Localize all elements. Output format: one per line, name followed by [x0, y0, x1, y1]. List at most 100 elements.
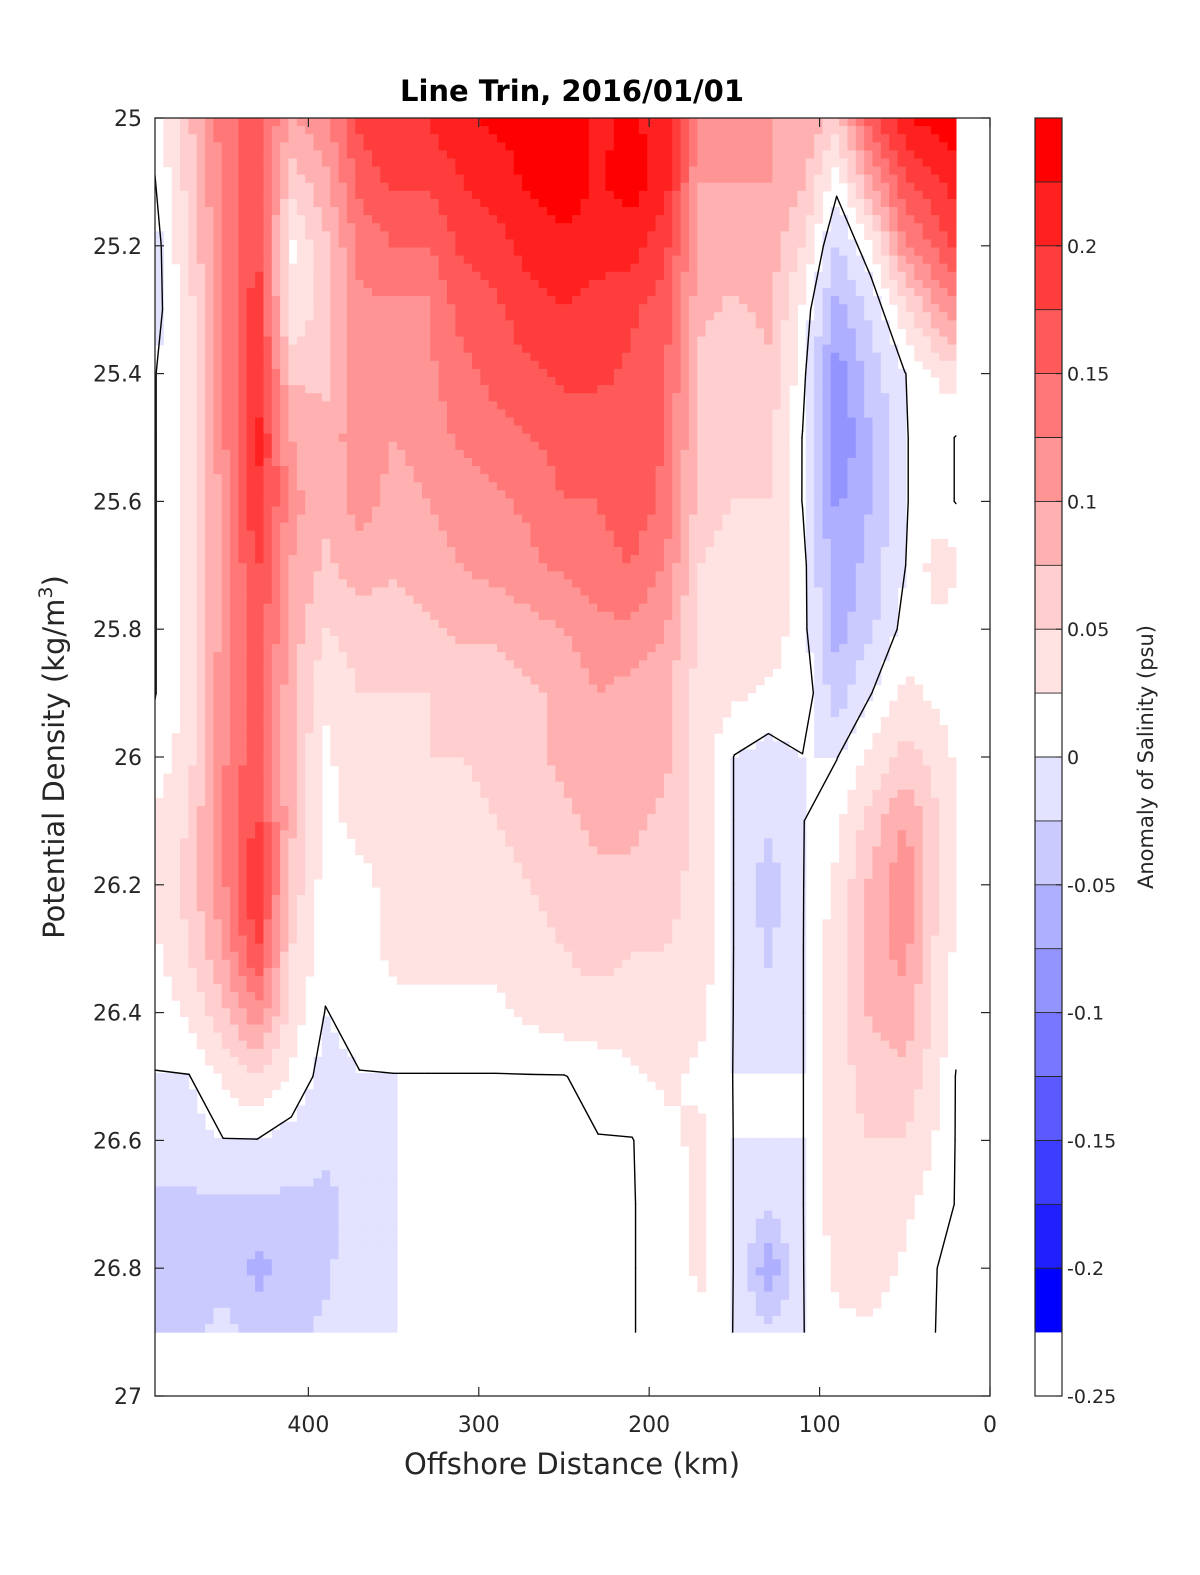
field-cell — [296, 417, 306, 427]
field-cell — [480, 385, 490, 394]
field-cell — [739, 126, 748, 135]
field-cell — [764, 263, 773, 273]
field-cell — [421, 150, 431, 160]
field-cell — [822, 344, 832, 354]
field-cell — [947, 336, 957, 346]
field-cell — [663, 409, 673, 419]
field-cell — [680, 174, 690, 184]
field-cell — [638, 474, 648, 483]
field-cell — [580, 304, 590, 313]
field-cell — [405, 409, 415, 419]
field-cell — [764, 530, 773, 540]
field-cell — [230, 538, 240, 548]
field-cell — [864, 215, 874, 224]
field-cell — [305, 441, 315, 451]
field-cell — [630, 231, 640, 241]
field-cell — [722, 449, 732, 459]
field-cell — [321, 466, 331, 475]
field-cell — [255, 352, 265, 362]
field-cell — [363, 190, 373, 200]
field-cell — [455, 490, 465, 500]
field-cell — [939, 231, 949, 241]
field-cell — [638, 320, 648, 330]
field-cell — [855, 263, 865, 273]
field-cell — [438, 198, 448, 208]
field-cell — [421, 466, 431, 475]
field-cell — [622, 312, 632, 321]
field-cell — [630, 393, 640, 402]
field-cell — [764, 223, 773, 232]
field-cell — [338, 247, 348, 257]
field-cell — [188, 239, 198, 249]
field-cell — [655, 498, 665, 508]
field-cell — [597, 215, 607, 224]
field-cell — [355, 231, 365, 241]
field-cell — [814, 368, 824, 378]
field-cell — [205, 134, 214, 143]
field-cell — [338, 239, 348, 249]
field-cell — [180, 522, 189, 532]
field-cell — [713, 449, 723, 459]
field-cell — [246, 182, 256, 192]
field-cell — [747, 223, 757, 232]
field-cell — [230, 207, 240, 216]
field-cell — [155, 320, 164, 330]
field-cell — [488, 190, 498, 200]
field-cell — [930, 239, 940, 249]
field-cell — [238, 336, 248, 346]
field-cell — [271, 296, 281, 305]
field-cell — [488, 474, 498, 483]
field-cell — [772, 328, 782, 338]
field-cell — [513, 522, 523, 532]
field-cell — [472, 449, 481, 459]
field-cell — [463, 279, 473, 289]
field-cell — [672, 546, 682, 556]
field-cell — [438, 441, 448, 451]
field-cell — [447, 271, 456, 281]
field-cell — [588, 328, 598, 338]
field-cell — [255, 215, 265, 224]
field-cell — [530, 312, 540, 321]
field-cell — [697, 538, 707, 548]
field-cell — [864, 538, 874, 548]
field-cell — [872, 466, 882, 475]
field-cell — [697, 223, 707, 232]
field-cell — [355, 506, 365, 516]
field-cell — [772, 344, 782, 354]
field-cell — [430, 239, 440, 249]
field-cell — [405, 223, 415, 232]
field-cell — [263, 255, 273, 265]
field-cell — [363, 328, 373, 338]
field-cell — [196, 263, 206, 273]
field-cell — [205, 368, 214, 378]
field-cell — [764, 393, 773, 402]
field-cell — [472, 425, 481, 435]
field-cell — [263, 263, 273, 273]
field-cell — [580, 215, 590, 224]
field-cell — [930, 563, 940, 572]
field-cell — [655, 385, 665, 394]
field-cell — [455, 320, 465, 330]
field-cell — [939, 271, 949, 281]
field-cell — [355, 344, 365, 354]
field-cell — [188, 198, 198, 208]
field-cell — [313, 247, 323, 257]
field-cell — [513, 207, 523, 216]
field-cell — [864, 320, 874, 330]
field-cell — [605, 328, 615, 338]
field-cell — [288, 555, 298, 564]
field-cell — [872, 182, 882, 192]
field-cell — [288, 368, 298, 378]
field-cell — [447, 134, 456, 143]
field-cell — [255, 271, 265, 281]
field-cell — [413, 304, 423, 313]
field-cell — [713, 409, 723, 419]
field-cell — [238, 328, 248, 338]
field-cell — [447, 522, 456, 532]
field-cell — [705, 263, 715, 273]
field-cell — [672, 126, 682, 135]
field-cell — [538, 207, 548, 216]
field-cell — [905, 190, 915, 200]
field-cell — [730, 530, 740, 540]
field-cell — [547, 215, 557, 224]
